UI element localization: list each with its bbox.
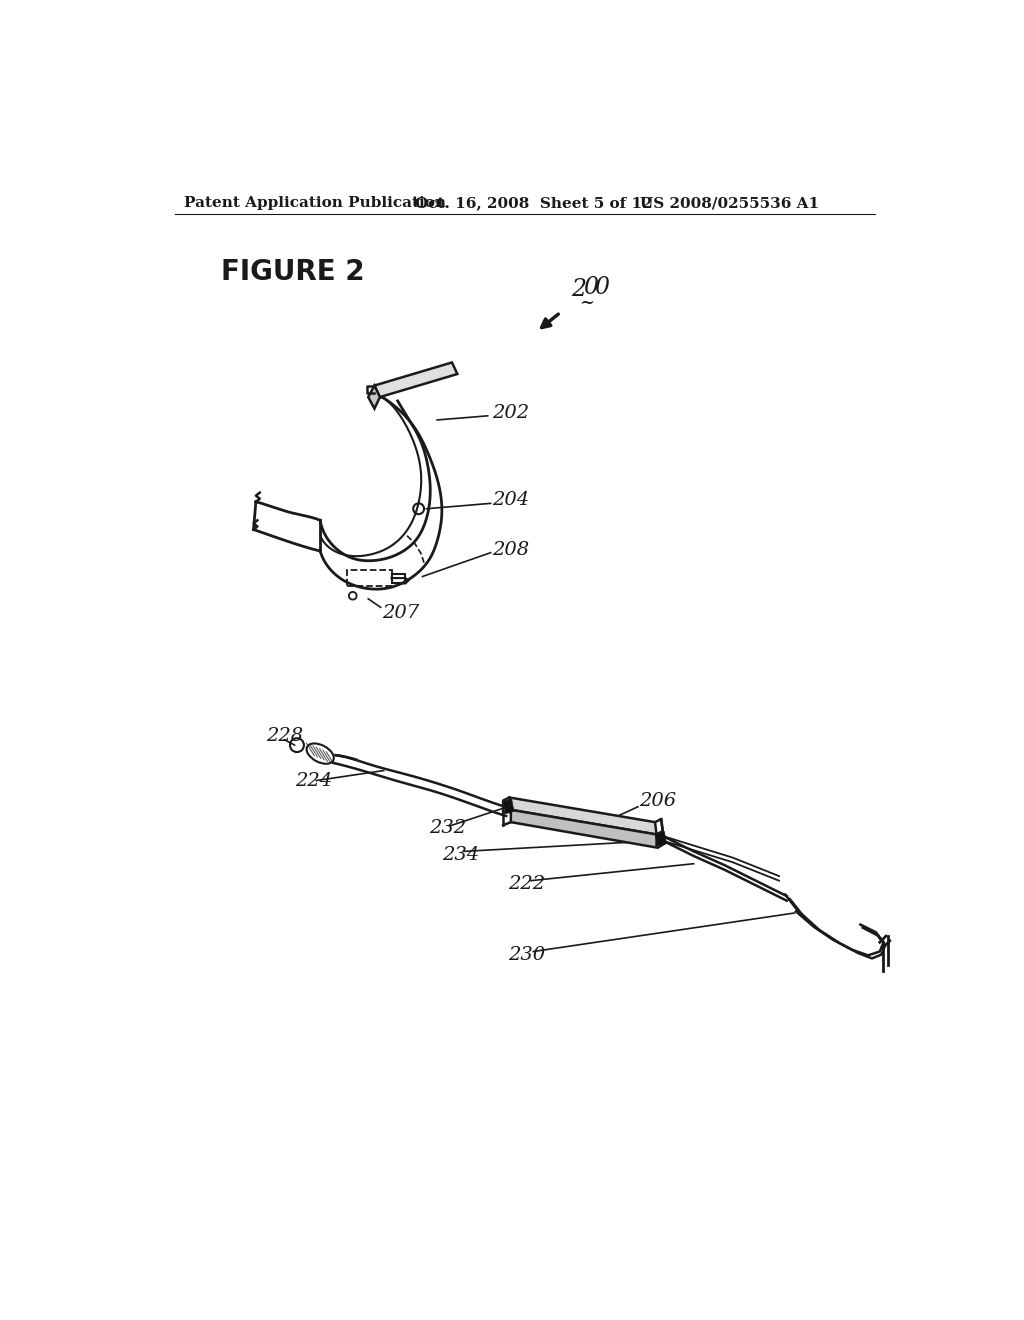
Bar [346, 570, 391, 586]
Text: 0: 0 [584, 276, 599, 300]
Polygon shape [503, 799, 514, 813]
Text: 232: 232 [429, 820, 466, 837]
Text: 204: 204 [493, 491, 529, 508]
Polygon shape [375, 363, 458, 397]
Text: 228: 228 [266, 727, 303, 744]
Text: 206: 206 [640, 792, 677, 810]
Text: ~: ~ [579, 294, 594, 312]
Polygon shape [655, 832, 667, 846]
Circle shape [349, 591, 356, 599]
Circle shape [290, 738, 304, 752]
Text: 0: 0 [595, 276, 609, 300]
Text: 207: 207 [382, 603, 419, 622]
Circle shape [414, 503, 424, 513]
Text: 224: 224 [295, 772, 332, 789]
Text: 222: 222 [508, 875, 545, 892]
Text: 230: 230 [508, 946, 545, 965]
Text: 202: 202 [493, 404, 529, 421]
Text: 208: 208 [493, 541, 529, 558]
Text: Oct. 16, 2008  Sheet 5 of 12: Oct. 16, 2008 Sheet 5 of 12 [415, 197, 652, 210]
Ellipse shape [306, 743, 334, 764]
Polygon shape [511, 810, 656, 847]
Bar [391, 574, 406, 583]
Polygon shape [369, 385, 380, 409]
Text: FIGURE 2: FIGURE 2 [221, 259, 365, 286]
Text: 2: 2 [571, 277, 587, 301]
Text: Patent Application Publication: Patent Application Publication [183, 197, 445, 210]
Text: 234: 234 [442, 846, 479, 865]
Polygon shape [509, 797, 656, 834]
Text: US 2008/0255536 A1: US 2008/0255536 A1 [640, 197, 818, 210]
